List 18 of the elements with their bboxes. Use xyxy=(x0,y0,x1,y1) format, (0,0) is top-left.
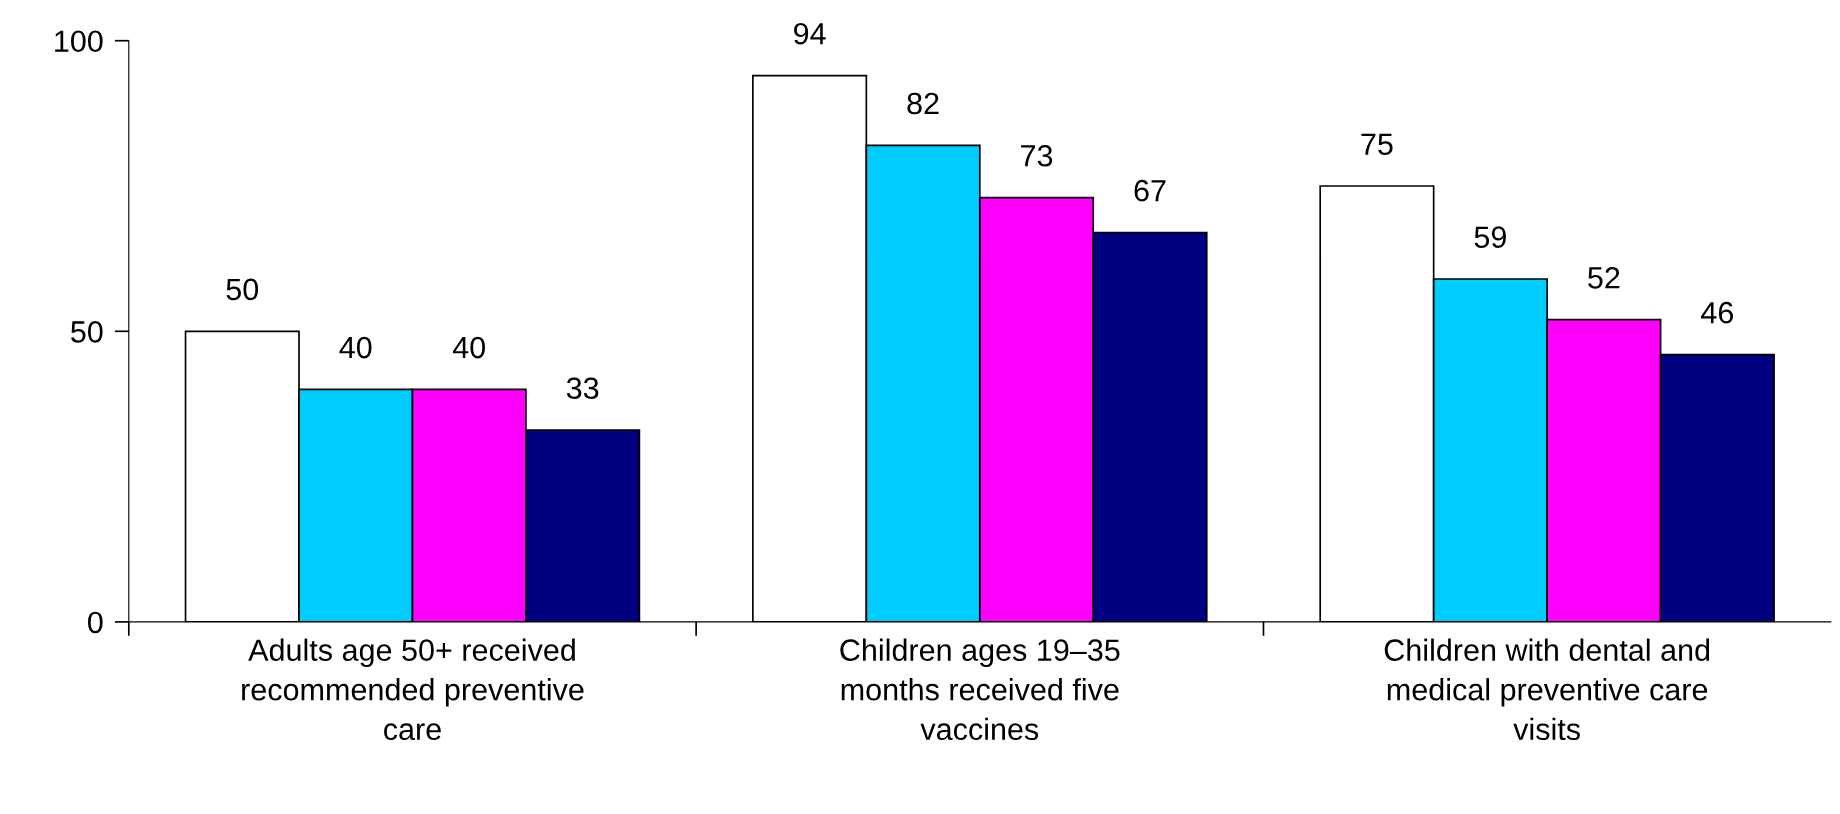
x-tick-label: Children with dental and medical preventive care visits xyxy=(1384,638,1710,741)
data-label: 40 xyxy=(339,336,372,359)
data-label: 33 xyxy=(566,377,599,400)
y-tick-label: 100 xyxy=(55,30,103,53)
data-label: 73 xyxy=(1021,144,1053,167)
data-label: 75 xyxy=(1361,133,1393,155)
x-tick-label: Children ages 19–35 months received five vaccines xyxy=(840,638,1120,741)
data-label: 67 xyxy=(1134,179,1166,202)
data-label: 46 xyxy=(1701,301,1733,324)
data-label: 52 xyxy=(1588,267,1620,289)
data-label: 50 xyxy=(226,278,259,301)
data-label: 94 xyxy=(794,22,826,45)
data-label: 40 xyxy=(452,336,485,359)
x-tick-label: Adults age 50+ received recommended preventive care xyxy=(242,638,584,741)
data-label: 59 xyxy=(1474,226,1506,248)
y-tick-label: 0 xyxy=(88,611,103,634)
data-label: 82 xyxy=(907,92,939,115)
y-tick-label: 50 xyxy=(71,321,103,343)
